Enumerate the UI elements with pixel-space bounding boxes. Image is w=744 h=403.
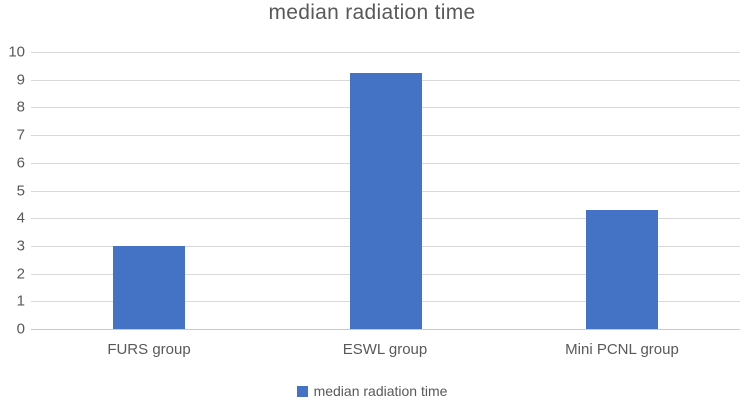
legend-swatch-icon: [296, 385, 308, 397]
y-tick-label-8: 8: [16, 98, 25, 116]
x-tick-label-mini-pcnl-group: Mini PCNL group: [565, 341, 679, 358]
y-axis: 0 1 2 3 4 5 6 7 8 9 10: [0, 45, 25, 337]
x-tick-label-furs-group: FURS group: [107, 341, 191, 358]
x-axis-line: [31, 329, 740, 330]
bar-mini-pcnl-group: [586, 210, 658, 329]
y-tick-label-6: 6: [16, 154, 25, 172]
legend-label: median radiation time: [313, 383, 448, 399]
y-tick-label-0: 0: [16, 320, 25, 338]
bar-eswl-group: [350, 73, 422, 329]
y-tick-label-7: 7: [16, 126, 25, 144]
plot-area: [31, 52, 740, 330]
y-tick-label-5: 5: [16, 182, 25, 200]
y-tick-label-3: 3: [16, 237, 25, 255]
y-tick-label-9: 9: [16, 71, 25, 89]
y-tick-label-2: 2: [16, 265, 25, 283]
y-tick-label-1: 1: [16, 292, 25, 310]
bar-furs-group: [113, 246, 185, 329]
chart-title: median radiation time: [268, 1, 476, 24]
y-tick-label-4: 4: [16, 209, 25, 227]
legend: median radiation time: [0, 383, 744, 399]
x-tick-label-eswl-group: ESWL group: [342, 341, 428, 358]
gridline-10: [31, 52, 740, 53]
x-axis: FURS group ESWL group Mini PCNL group: [31, 340, 740, 360]
y-tick-label-10: 10: [8, 43, 25, 61]
